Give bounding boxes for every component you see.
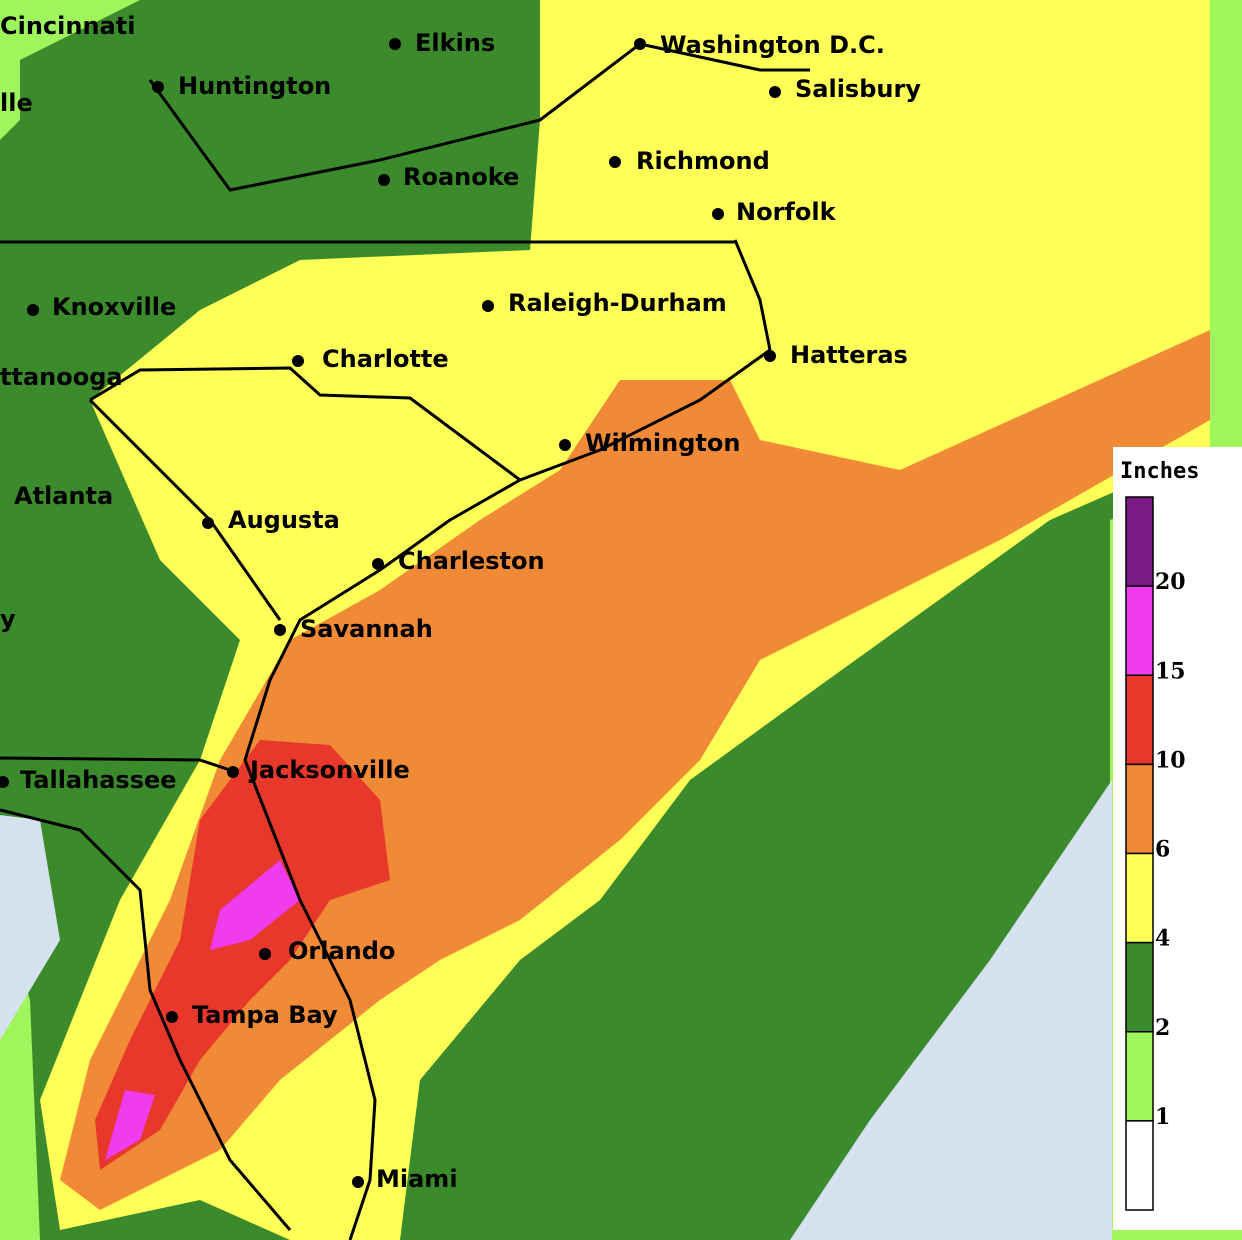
city-label: Salisbury: [795, 75, 921, 103]
legend-label: 4: [1155, 926, 1170, 952]
legend-swatch: [1125, 1120, 1154, 1211]
city-label: Knoxville: [52, 293, 176, 321]
city-dot: [166, 1011, 178, 1023]
city-dot: [764, 350, 776, 362]
city-label: Atlanta: [14, 482, 113, 510]
legend-label: 1: [1155, 1104, 1170, 1130]
legend-swatch: [1125, 852, 1154, 944]
city-label: Washington D.C.: [660, 31, 885, 59]
city-dot: [609, 156, 621, 168]
city-label: Hatteras: [790, 341, 908, 369]
city-dot: [152, 81, 164, 93]
city-dot: [389, 38, 401, 50]
legend-swatch: [1125, 1031, 1154, 1122]
city-label: lle: [0, 89, 33, 117]
legend-label: 15: [1155, 658, 1186, 684]
state-border: [0, 756, 231, 772]
city-dot: [0, 776, 9, 788]
city-label: Raleigh-Durham: [508, 289, 727, 317]
city-label: Tampa Bay: [192, 1001, 338, 1029]
city-label: Tallahassee: [20, 766, 177, 794]
legend-title: Inches: [1120, 459, 1199, 484]
legend-swatch: [1125, 941, 1154, 1033]
legend-swatch: [1125, 585, 1154, 676]
city-label: Norfolk: [736, 198, 837, 226]
city-dot: [482, 300, 494, 312]
city-dot: [372, 558, 384, 570]
city-label: Orlando: [288, 937, 395, 965]
coastline: [0, 808, 292, 1231]
gulf-water: [0, 815, 60, 1040]
state-border: [148, 42, 810, 192]
red-area: [95, 740, 390, 1170]
city-dot: [352, 1176, 364, 1188]
city-label: y: [0, 605, 16, 633]
city-labels: Cincinnati Elkins Washington D.C. Huntin…: [0, 12, 921, 1193]
magenta-area: [210, 860, 300, 950]
magenta-area: [105, 1090, 155, 1160]
city-label: Savannah: [300, 615, 433, 643]
city-dot: [202, 517, 214, 529]
city-dot: [27, 304, 39, 316]
city-label: Cincinnati: [0, 12, 135, 40]
city-dot: [292, 355, 304, 367]
legend-swatch: [1125, 496, 1154, 587]
legend-swatch: [1125, 674, 1154, 766]
city-dot: [274, 624, 286, 636]
city-label: Charlotte: [322, 345, 449, 373]
city-label: ttanooga: [0, 363, 123, 391]
city-label: Augusta: [228, 506, 340, 534]
city-label: Elkins: [415, 29, 495, 57]
ocean-water: [790, 780, 1112, 1240]
city-dot: [259, 948, 271, 960]
state-border: [89, 366, 521, 482]
city-label: Huntington: [178, 72, 331, 100]
city-label: Miami: [376, 1165, 458, 1193]
city-dot: [227, 766, 239, 778]
city-label: Richmond: [636, 147, 770, 175]
city-label: Wilmington: [585, 429, 740, 457]
city-dot: [634, 38, 646, 50]
city-dot: [559, 439, 571, 451]
legend: Inches 20 15 10 6 4 2 1: [1113, 447, 1242, 1230]
city-dot: [712, 208, 724, 220]
legend-label: 10: [1155, 747, 1186, 773]
legend-label: 20: [1155, 569, 1186, 595]
legend-swatch: [1125, 763, 1154, 855]
city-label: Roanoke: [403, 163, 519, 191]
city-label: Jacksonville: [248, 756, 410, 784]
city-label: Charleston: [398, 547, 545, 575]
coastline: [243, 239, 772, 1240]
orange-area: [60, 330, 1210, 1210]
legend-label: 2: [1155, 1015, 1170, 1041]
legend-label: 6: [1155, 837, 1170, 863]
city-dot: [769, 86, 781, 98]
city-dot: [378, 174, 390, 186]
